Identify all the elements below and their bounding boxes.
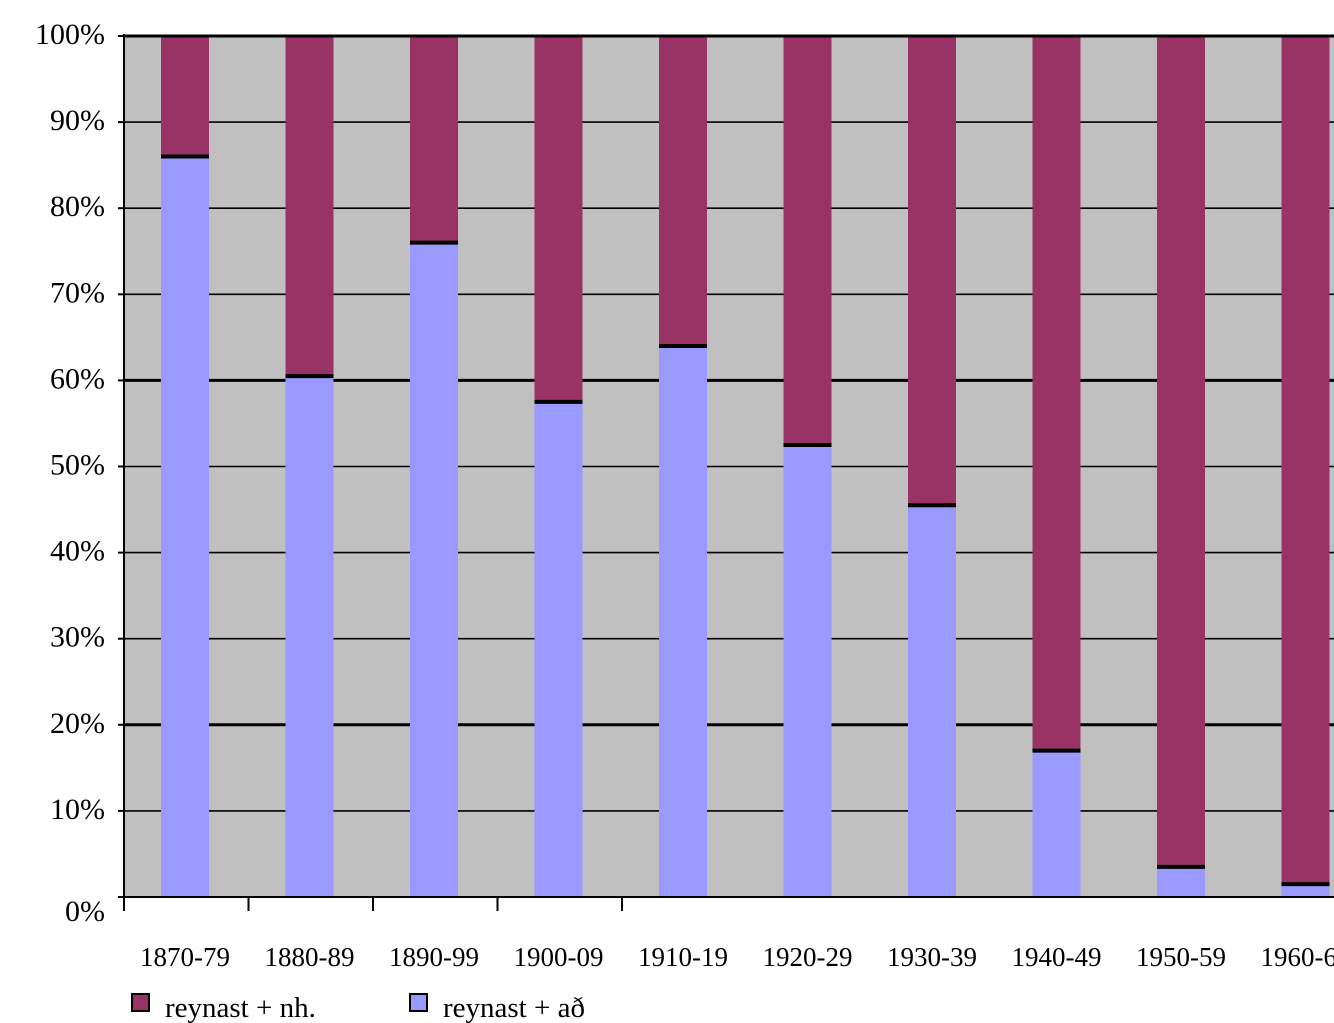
legend: reynast + nh. reynast + að	[131, 992, 585, 1023]
y-tick-label: 70%	[50, 276, 105, 309]
y-tick-label: 100%	[35, 18, 105, 51]
y-tick-label: 20%	[50, 707, 105, 740]
bar-segment-reynast-ad	[659, 345, 707, 898]
bar-segment-reynast-ad	[783, 444, 832, 897]
bar-segment-reynast-ad	[534, 401, 583, 897]
legend-label: reynast + að	[443, 992, 585, 1023]
legend-swatch	[409, 993, 428, 1012]
x-tick-label: 1890-99	[389, 942, 479, 972]
bar-segment-reynast-nh	[659, 36, 707, 346]
y-axis: 0% 10% 20% 30% 40% 50% 60% 70% 80% 90% 100%	[35, 18, 125, 928]
legend-label: reynast + nh.	[165, 992, 316, 1023]
y-tick-label: 80%	[50, 190, 105, 223]
bar-segment-reynast-ad	[1281, 884, 1330, 897]
bar-segment-reynast-ad	[908, 505, 956, 897]
bar-segment-reynast-nh	[285, 36, 334, 377]
bar-segment-reynast-ad	[1157, 866, 1205, 897]
bar-segment-reynast-nh	[783, 36, 832, 445]
x-tick-label: 1910-19	[638, 942, 728, 972]
bar-segment-reynast-nh	[1157, 36, 1205, 867]
y-tick-label: 40%	[50, 535, 105, 568]
x-tick-label: 1870-79	[140, 942, 230, 972]
x-tick-label: 1960-69	[1261, 942, 1334, 972]
bar-segment-reynast-ad	[410, 242, 458, 897]
x-tick-label: 1930-39	[887, 942, 977, 972]
bar-segment-reynast-ad	[285, 376, 334, 898]
x-axis: 1870-79 1880-89 1890-99 1900-09 1910-19 1920-…	[123, 896, 1334, 972]
x-tick-label: 1900-09	[514, 942, 604, 972]
x-tick-label: 1950-59	[1136, 942, 1226, 972]
y-tick-label: 50%	[50, 449, 105, 482]
x-tick-label: 1920-29	[763, 942, 853, 972]
bar-segment-reynast-nh	[908, 36, 956, 506]
y-tick-label: 90%	[50, 104, 105, 137]
bar-segment-reynast-nh	[1281, 36, 1330, 885]
x-tick-label: 1940-49	[1012, 942, 1102, 972]
y-tick-label: 30%	[50, 621, 105, 654]
bar-segment-reynast-nh	[161, 36, 209, 157]
x-tick-label: 1880-89	[265, 942, 355, 972]
bar-segment-reynast-nh	[410, 36, 458, 243]
y-tick-label: 10%	[50, 793, 105, 826]
bar-segment-reynast-ad	[161, 156, 209, 898]
plot-area	[124, 34, 1334, 898]
y-tick-label: 60%	[50, 362, 105, 395]
y-tick-label: 0%	[65, 895, 105, 928]
legend-swatch	[131, 993, 150, 1012]
bar-segment-reynast-ad	[1032, 750, 1081, 897]
bar-segment-reynast-nh	[1032, 36, 1081, 751]
bar-segment-reynast-nh	[534, 36, 583, 402]
